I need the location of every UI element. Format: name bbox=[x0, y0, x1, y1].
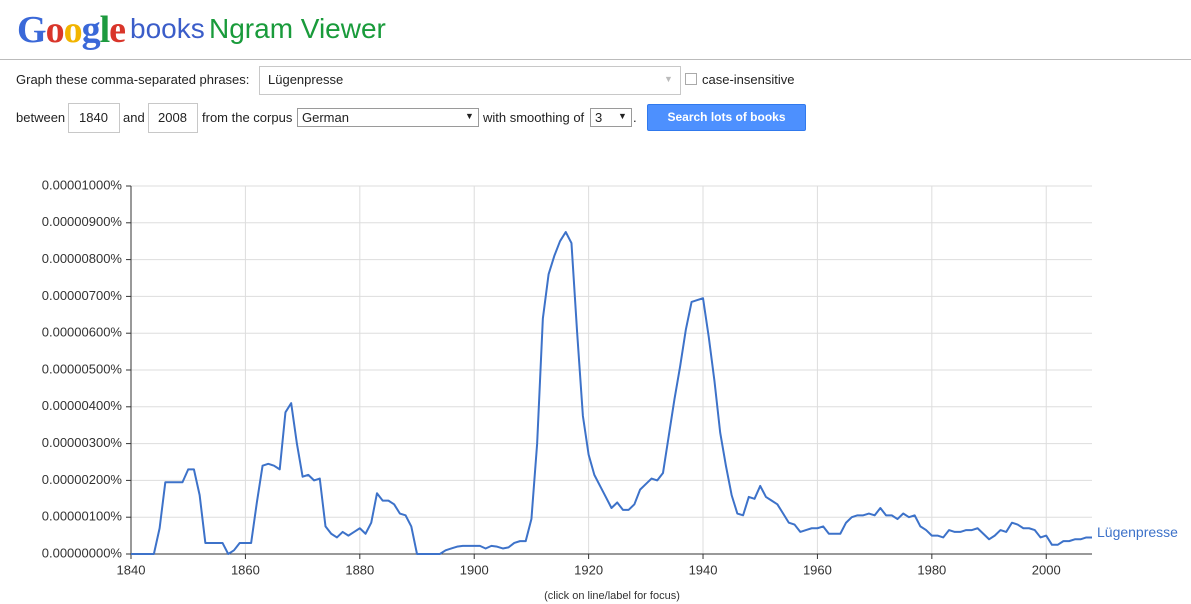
series-line bbox=[131, 231, 1092, 555]
y-tick-label: 0.00000500% bbox=[42, 361, 123, 376]
y-tick-label: 0.00000300% bbox=[42, 435, 123, 450]
select-arrow: ▼ bbox=[618, 111, 627, 121]
logo-letter: g bbox=[81, 9, 101, 51]
logo-letter: G bbox=[17, 9, 47, 51]
series-label[interactable]: Lügenpresse bbox=[1097, 524, 1178, 540]
y-tick-label: 0.00000600% bbox=[42, 325, 123, 340]
y-tick-label: 0.00000100% bbox=[42, 509, 123, 524]
y-tick-label: 0.00000000% bbox=[42, 545, 123, 560]
y-tick-label: 0.00000400% bbox=[42, 398, 123, 413]
logo[interactable]: Google bbox=[17, 8, 126, 52]
smoothing-label: with smoothing of bbox=[483, 110, 585, 125]
search-button[interactable]: Search lots of books bbox=[647, 104, 806, 131]
corpus-select[interactable]: German bbox=[297, 108, 479, 127]
x-tick-label: 1840 bbox=[117, 562, 146, 577]
select-arrow: ▼ bbox=[465, 111, 474, 121]
y-tick-label: 0.00000800% bbox=[42, 251, 123, 266]
header-rule bbox=[0, 59, 1191, 60]
logo-letter: e bbox=[109, 9, 126, 51]
x-tick-label: 1940 bbox=[689, 562, 718, 577]
y-tick-label: 0.00001000% bbox=[42, 177, 123, 192]
x-tick-label: 2000 bbox=[1032, 562, 1061, 577]
input-arrow: ▼ bbox=[664, 74, 673, 84]
phrases-input[interactable]: Lügenpresse bbox=[259, 66, 681, 95]
corpus-label: from the corpus bbox=[202, 110, 293, 125]
product-name: books bbox=[130, 13, 205, 44]
footer-note: (click on line/label for focus) bbox=[544, 590, 680, 602]
phrases-label: Graph these comma-separated phrases: bbox=[16, 72, 250, 87]
logo-letter: o bbox=[45, 9, 65, 51]
smoothing-select[interactable]: 3 bbox=[590, 108, 632, 127]
between-label: between bbox=[16, 110, 66, 125]
y-tick-label: 0.00000900% bbox=[42, 214, 123, 229]
x-tick-label: 1880 bbox=[345, 562, 374, 577]
and-label: and bbox=[123, 110, 145, 125]
x-tick-label: 1920 bbox=[574, 562, 603, 577]
logo-letter: l bbox=[99, 9, 111, 51]
case-label: case-insensitive bbox=[702, 72, 795, 87]
x-tick-label: 1860 bbox=[231, 562, 260, 577]
y-tick-label: 0.00000200% bbox=[42, 472, 123, 487]
period: . bbox=[633, 110, 637, 125]
start-year-input[interactable]: 1840 bbox=[68, 103, 120, 133]
end-year-input[interactable]: 2008 bbox=[148, 103, 198, 133]
case-checkbox[interactable] bbox=[685, 73, 697, 85]
logo-letter: o bbox=[63, 9, 83, 51]
x-tick-label: 1900 bbox=[460, 562, 489, 577]
y-tick-label: 0.00000700% bbox=[42, 288, 123, 303]
x-tick-label: 1980 bbox=[917, 562, 946, 577]
page-title: Ngram Viewer bbox=[209, 13, 386, 44]
x-tick-label: 1960 bbox=[803, 562, 832, 577]
